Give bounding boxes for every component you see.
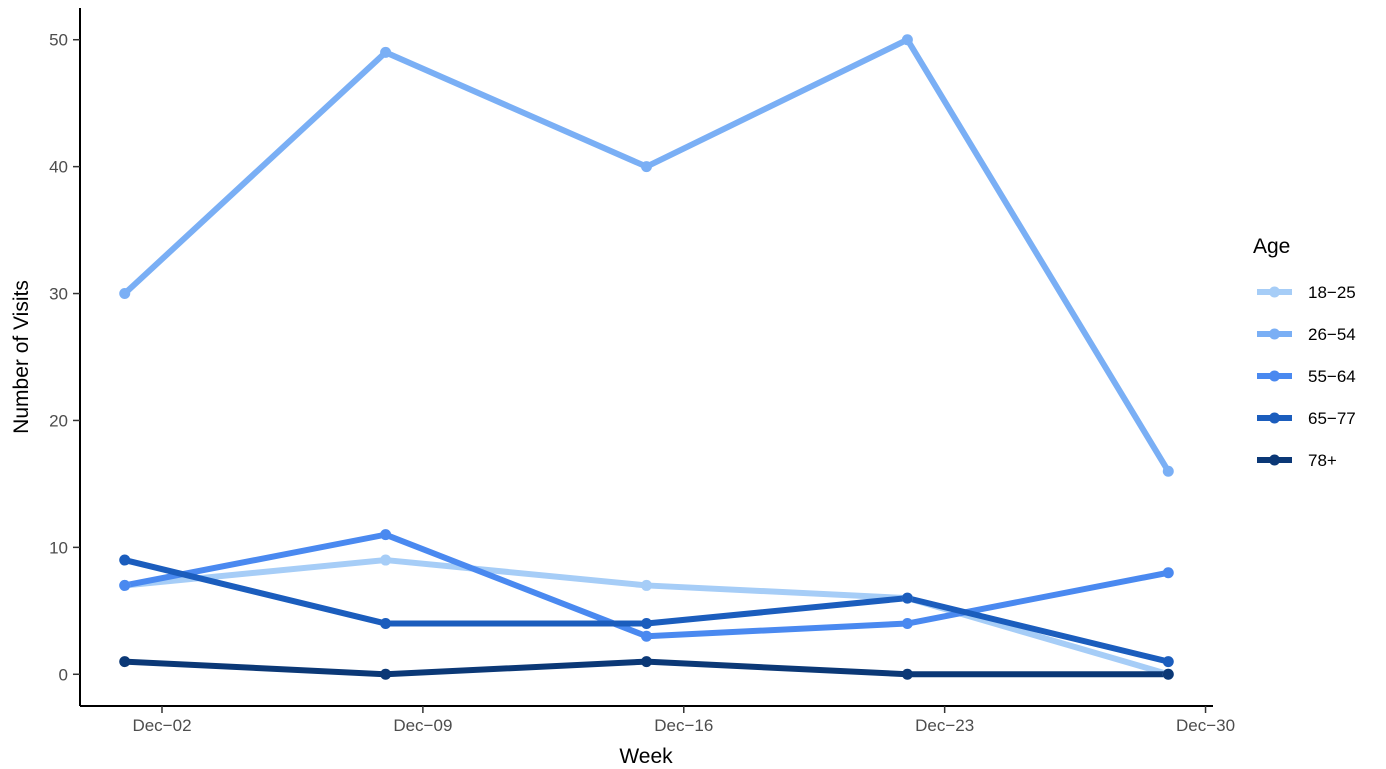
legend-key-point bbox=[1269, 286, 1280, 298]
data-point bbox=[901, 618, 913, 630]
data-point bbox=[1162, 668, 1174, 680]
legend-key-point bbox=[1269, 370, 1280, 382]
axes bbox=[79, 8, 1213, 707]
data-point bbox=[380, 529, 392, 541]
legend-key-point bbox=[1269, 454, 1280, 466]
x-tick-label: Dec−23 bbox=[915, 716, 974, 735]
data-point bbox=[641, 161, 652, 173]
data-point bbox=[380, 554, 392, 566]
data-point bbox=[380, 668, 392, 680]
y-axis-title: Number of Visits bbox=[10, 280, 33, 434]
data-point bbox=[1162, 465, 1174, 477]
y-tick-label: 40 bbox=[49, 158, 68, 177]
legend-label: 18−25 bbox=[1308, 283, 1356, 302]
y-tick-label: 30 bbox=[49, 285, 68, 304]
x-tick-label: Dec−30 bbox=[1176, 716, 1235, 735]
legend-title: Age bbox=[1253, 235, 1290, 258]
data-point bbox=[1162, 656, 1174, 668]
data-point bbox=[380, 46, 392, 58]
x-tick-label: Dec−16 bbox=[654, 716, 713, 735]
legend-label: 26−54 bbox=[1308, 325, 1356, 344]
series-lines bbox=[122, 36, 1171, 678]
legend-label: 65−77 bbox=[1308, 409, 1356, 428]
y-tick-label: 50 bbox=[49, 31, 68, 50]
data-point bbox=[901, 668, 913, 680]
legend: Age 18−25 26−54 55−64 65−77 78+ bbox=[1253, 235, 1356, 470]
data-point bbox=[901, 592, 913, 604]
data-point bbox=[119, 288, 131, 300]
x-ticks: Dec−02 Dec−09 Dec−16 Dec−23 Dec−30 bbox=[132, 706, 1235, 735]
x-tick-label: Dec−09 bbox=[393, 716, 452, 735]
legend-label: 55−64 bbox=[1308, 367, 1356, 386]
series-points bbox=[119, 34, 1174, 680]
data-point bbox=[641, 579, 652, 591]
series-line bbox=[122, 36, 1171, 473]
data-point bbox=[119, 579, 131, 591]
legend-label: 78+ bbox=[1308, 451, 1337, 470]
data-point bbox=[1162, 567, 1174, 579]
legend-key-point bbox=[1269, 412, 1280, 424]
data-point bbox=[380, 618, 392, 630]
data-point bbox=[641, 618, 652, 630]
data-point bbox=[119, 554, 131, 566]
x-axis-title: Week bbox=[619, 745, 673, 768]
y-tick-label: 20 bbox=[49, 411, 68, 430]
y-ticks: 0 10 20 30 40 50 bbox=[49, 31, 80, 684]
data-point bbox=[119, 656, 131, 668]
data-point bbox=[641, 630, 652, 642]
series-line bbox=[124, 557, 1169, 665]
y-tick-label: 0 bbox=[59, 665, 68, 684]
y-tick-label: 10 bbox=[49, 538, 68, 557]
data-point bbox=[641, 656, 652, 668]
legend-key-point bbox=[1269, 328, 1280, 340]
x-tick-label: Dec−02 bbox=[132, 716, 191, 735]
data-point bbox=[901, 34, 913, 46]
